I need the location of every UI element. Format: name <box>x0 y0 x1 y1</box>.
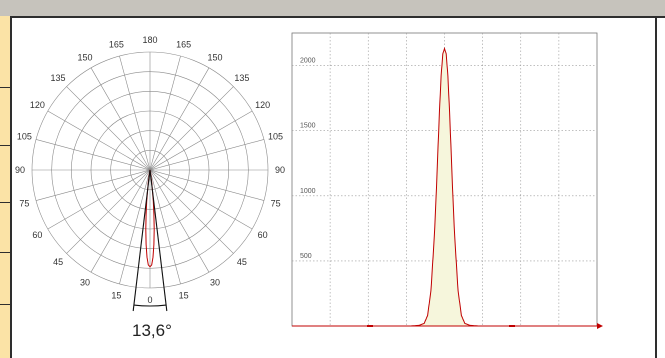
left-strip <box>0 16 12 358</box>
strip-divider <box>0 145 10 146</box>
right-border <box>655 16 657 358</box>
polar-angle-label: 120 <box>255 100 270 110</box>
polar-angle-label: 135 <box>51 73 66 83</box>
beam-arc <box>133 304 167 307</box>
polar-angle-label: 30 <box>80 278 90 288</box>
top-bar <box>0 0 665 18</box>
chart-y-tick-label: 500 <box>300 253 312 260</box>
polar-angle-label: 105 <box>17 131 32 141</box>
beam-edge-line <box>132 169 151 312</box>
polar-angle-label: 105 <box>268 131 283 141</box>
polar-angle-label: 150 <box>207 52 222 62</box>
polar-angle-label: 75 <box>19 199 29 209</box>
polar-angle-label: 150 <box>77 52 92 62</box>
polar-angle-label: 180 <box>142 35 157 45</box>
strip-divider <box>0 252 10 253</box>
strip-divider <box>0 202 10 203</box>
polar-angle-label: 60 <box>32 230 42 240</box>
polar-angle-label: 45 <box>53 257 63 267</box>
chart-x-axis <box>292 323 603 329</box>
polar-angle-label: 0 <box>147 295 152 305</box>
polar-angle-label: 165 <box>176 39 191 49</box>
polar-angle-label: 120 <box>30 100 45 110</box>
chart-series-line <box>292 46 597 327</box>
polar-grid <box>31 51 269 289</box>
chart-grid <box>292 33 597 326</box>
polar-angle-label: 15 <box>179 291 189 301</box>
polar-angle-label: 60 <box>258 230 268 240</box>
polar-angle-label: 90 <box>275 165 285 175</box>
polar-angle-label: 165 <box>109 39 124 49</box>
beam-angle-indicator <box>132 169 168 312</box>
polar-angle-label: 30 <box>210 278 220 288</box>
polar-angle-label: 135 <box>234 73 249 83</box>
chart-frame <box>291 32 598 327</box>
polar-angle-label: 15 <box>111 291 121 301</box>
strip-divider <box>0 304 10 305</box>
chart-y-tick-label: 2000 <box>300 58 316 65</box>
polar-angle-label: 75 <box>271 199 281 209</box>
strip-divider <box>0 87 10 88</box>
chart-y-tick-label: 1500 <box>300 123 316 130</box>
chart-axis-arrow <box>597 323 603 329</box>
polar-angle-label: 45 <box>237 257 247 267</box>
chart-border <box>291 32 598 327</box>
chart-y-tick-label: 1000 <box>300 188 316 195</box>
polar-angle-label: 90 <box>15 165 25 175</box>
beam-edge-line <box>149 169 168 312</box>
beam-angle-label: 13,6° <box>132 321 172 340</box>
chart-area-fill <box>292 48 597 326</box>
chart-tick-labels: 500 1000 1500 2000 <box>300 58 316 260</box>
